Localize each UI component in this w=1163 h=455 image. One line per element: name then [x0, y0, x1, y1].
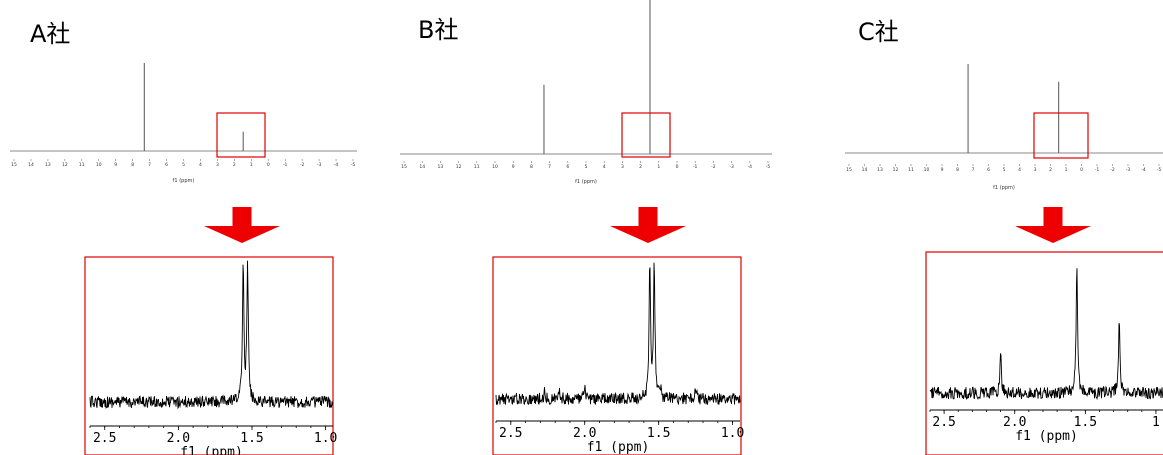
- overview-tick-label-a: 2: [233, 162, 236, 168]
- zoom-tick-label-b: 1.5: [647, 426, 670, 441]
- overview-tick-label-b: 0: [676, 164, 679, 170]
- zoom-axis-label-b: f1 (ppm): [587, 440, 650, 455]
- overview-tick-label-a: 4: [199, 162, 202, 168]
- zoom-tick-label-a: 2.5: [93, 431, 116, 446]
- overview-tick-label-b: 11: [474, 164, 480, 170]
- overview-tick-label-c: 13: [877, 167, 883, 173]
- overview-tick-label-b: 15: [401, 164, 407, 170]
- zoom-tick-label-b: 2.5: [499, 426, 522, 441]
- overview-tick-label-c: 0: [1080, 167, 1083, 173]
- overview-tick-label-a: -5: [351, 162, 356, 168]
- overview-tick-label-b: 14: [419, 164, 425, 170]
- overview-tick-label-c: 12: [893, 167, 899, 173]
- overview-tick-label-a: 10: [96, 162, 102, 168]
- overview-tick-label-a: -1: [283, 162, 288, 168]
- overview-tick-label-c: 9: [941, 167, 944, 173]
- zoom-tick-label-a: 1.5: [240, 431, 263, 446]
- overview-tick-label-c: -4: [1141, 167, 1146, 173]
- overview-tick-label-a: 6: [165, 162, 168, 168]
- overview-tick-label-a: 11: [79, 162, 85, 168]
- zoom-tick-label-c: 2.0: [1003, 415, 1026, 430]
- overview-tick-label-b: 1: [657, 164, 660, 170]
- overview-tick-label-c: 10: [924, 167, 930, 173]
- highlight-box-c: [1034, 113, 1088, 158]
- zoom-axis-label-a: f1 (ppm): [180, 445, 243, 455]
- overview-tick-label-b: -1: [693, 164, 698, 170]
- overview-tick-label-b: 6: [566, 164, 569, 170]
- zoom-tick-label-a: 2.0: [167, 431, 190, 446]
- zoom-tick-label-c: 1.5: [1074, 415, 1097, 430]
- overview-tick-label-c: -3: [1126, 167, 1131, 173]
- highlight-box-a: [217, 113, 265, 157]
- overview-tick-label-a: 8: [131, 162, 134, 168]
- overview-tick-label-b: 10: [492, 164, 498, 170]
- overview-tick-label-b: 12: [456, 164, 462, 170]
- zoom-box-b: [493, 257, 741, 455]
- overview-tick-label-a: -2: [300, 162, 305, 168]
- overview-tick-label-c: 2: [1049, 167, 1052, 173]
- zoom-box-a: [85, 257, 333, 455]
- overview-tick-label-a: 7: [148, 162, 151, 168]
- zoom-box-c: [926, 252, 1163, 455]
- overview-tick-label-b: -3: [729, 164, 734, 170]
- overview-tick-label-a: 15: [11, 162, 17, 168]
- overview-axis-label-a: f1 (ppm): [173, 178, 195, 184]
- overview-tick-label-b: 9: [512, 164, 515, 170]
- overview-tick-label-c: 6: [987, 167, 990, 173]
- overview-tick-label-c: 7: [972, 167, 975, 173]
- overview-tick-label-b: -4: [748, 164, 753, 170]
- overview-tick-label-b: 5: [585, 164, 588, 170]
- zoom-tick-label-c: 1: [1152, 415, 1160, 430]
- overview-tick-label-b: 8: [530, 164, 533, 170]
- down-arrow-b: [610, 207, 686, 243]
- overview-tick-label-b: -5: [766, 164, 771, 170]
- overview-tick-label-c: -2: [1110, 167, 1115, 173]
- overview-tick-label-c: 3: [1034, 167, 1037, 173]
- overview-tick-label-b: 3: [621, 164, 624, 170]
- overview-tick-label-a: 13: [45, 162, 51, 168]
- zoom-tick-label-b: 2.0: [573, 426, 596, 441]
- zoom-tick-label-b: 1.0: [721, 426, 744, 441]
- overview-tick-label-a: -3: [317, 162, 322, 168]
- down-arrow-a: [204, 207, 280, 243]
- down-arrow-c: [1015, 207, 1091, 243]
- highlight-box-b: [622, 113, 670, 157]
- overview-tick-label-c: 1: [1065, 167, 1068, 173]
- overview-tick-label-a: 9: [114, 162, 117, 168]
- overview-tick-label-b: -2: [711, 164, 716, 170]
- overview-tick-label-b: 7: [548, 164, 551, 170]
- overview-tick-label-a: 5: [182, 162, 185, 168]
- overview-tick-label-a: 3: [216, 162, 219, 168]
- overview-tick-label-b: 13: [438, 164, 444, 170]
- overview-tick-label-c: -1: [1095, 167, 1100, 173]
- overview-tick-label-c: 14: [862, 167, 868, 173]
- zoom-axis-label-c: f1 (ppm): [1015, 429, 1078, 444]
- overview-tick-label-a: -4: [334, 162, 339, 168]
- overview-tick-label-c: 15: [846, 167, 852, 173]
- overview-tick-label-b: 4: [603, 164, 606, 170]
- overview-axis-label-c: f1 (ppm): [993, 185, 1015, 191]
- overview-tick-label-c: -5: [1157, 167, 1162, 173]
- overview-tick-label-c: 8: [956, 167, 959, 173]
- overview-tick-label-c: 11: [908, 167, 914, 173]
- overview-tick-label-a: 0: [267, 162, 270, 168]
- overview-tick-label-c: 4: [1018, 167, 1021, 173]
- overview-tick-label-a: 14: [28, 162, 34, 168]
- zoom-tick-label-c: 2.5: [932, 415, 955, 430]
- overview-axis-label-b: f1 (ppm): [575, 179, 597, 185]
- overview-tick-label-b: 2: [639, 164, 642, 170]
- overview-tick-label-a: 12: [62, 162, 68, 168]
- zoom-tick-label-a: 1.0: [314, 431, 337, 446]
- overview-tick-label-a: 1: [250, 162, 253, 168]
- overview-tick-label-c: 5: [1003, 167, 1006, 173]
